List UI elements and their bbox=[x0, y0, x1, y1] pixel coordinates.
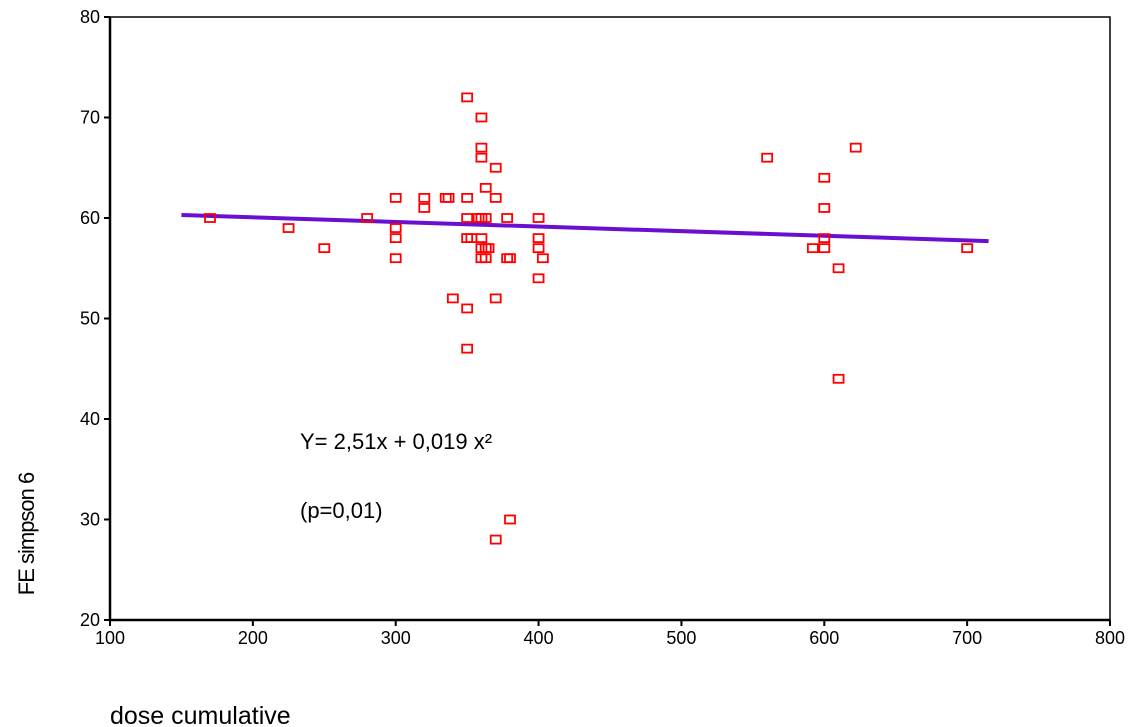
y-tick-label: 20 bbox=[80, 610, 100, 630]
plot-frame bbox=[109, 16, 1111, 621]
y-tick-label: 40 bbox=[80, 409, 100, 429]
y-tick-label: 70 bbox=[80, 108, 100, 128]
data-point bbox=[832, 373, 845, 384]
data-point bbox=[461, 213, 474, 223]
data-point bbox=[489, 192, 502, 203]
data-point bbox=[461, 343, 474, 354]
x-axis-title: dose cumulative bbox=[110, 702, 291, 727]
data-point bbox=[472, 213, 485, 223]
data-point bbox=[849, 142, 862, 153]
data-point bbox=[439, 192, 452, 203]
x-tick-label: 600 bbox=[809, 628, 839, 648]
y-axis-title: FE simpson 6 bbox=[14, 472, 39, 595]
data-point bbox=[389, 233, 402, 244]
data-point bbox=[961, 243, 974, 254]
x-axis-ticks: 100 200 300 400 500 600 700 800 bbox=[95, 620, 1125, 648]
data-point bbox=[479, 253, 492, 264]
data-point bbox=[536, 253, 549, 264]
data-point bbox=[806, 243, 819, 254]
data-point bbox=[389, 192, 402, 203]
data-point bbox=[442, 192, 455, 203]
data-point bbox=[475, 142, 488, 153]
data-point bbox=[504, 253, 516, 264]
y-tick-label: 30 bbox=[80, 510, 100, 530]
data-point bbox=[475, 233, 488, 244]
data-point bbox=[489, 293, 502, 304]
data-point bbox=[818, 203, 831, 213]
p-value-annotation: (p=0,01) bbox=[300, 498, 383, 523]
y-tick-label: 60 bbox=[80, 208, 100, 228]
x-tick-label: 100 bbox=[95, 628, 125, 648]
data-point bbox=[501, 213, 514, 223]
fit-line-group bbox=[181, 212, 989, 244]
data-point bbox=[461, 303, 474, 314]
data-point bbox=[832, 263, 845, 274]
data-point bbox=[389, 223, 402, 233]
data-point bbox=[461, 92, 474, 103]
data-point bbox=[501, 253, 514, 264]
x-tick-label: 200 bbox=[238, 628, 268, 648]
data-point bbox=[282, 223, 295, 233]
data-point bbox=[479, 182, 492, 193]
data-point bbox=[532, 213, 545, 223]
y-tick-label: 80 bbox=[80, 7, 100, 27]
data-point bbox=[482, 243, 495, 254]
equation-annotation: Y= 2,51x + 0,019 x² bbox=[300, 429, 492, 454]
x-tick-label: 800 bbox=[1095, 628, 1125, 648]
data-point bbox=[504, 514, 516, 525]
y-axis-ticks: 20 30 40 50 60 70 80 bbox=[80, 7, 110, 630]
data-point bbox=[532, 243, 545, 254]
data-point bbox=[532, 233, 545, 244]
y-tick-label: 50 bbox=[80, 309, 100, 329]
data-point bbox=[418, 192, 431, 203]
data-point bbox=[818, 243, 831, 254]
data-point bbox=[532, 273, 545, 284]
data-point bbox=[475, 112, 488, 123]
data-point bbox=[361, 213, 374, 223]
x-tick-label: 700 bbox=[952, 628, 982, 648]
data-point bbox=[818, 233, 831, 244]
data-point bbox=[461, 192, 474, 203]
x-tick-label: 400 bbox=[524, 628, 554, 648]
data-point bbox=[318, 243, 331, 254]
data-point bbox=[818, 172, 831, 183]
data-point bbox=[418, 203, 431, 213]
data-point bbox=[475, 152, 488, 163]
data-point bbox=[489, 534, 502, 545]
data-point bbox=[489, 162, 502, 173]
regression-line bbox=[181, 212, 989, 244]
data-point bbox=[204, 213, 216, 223]
data-point bbox=[761, 152, 774, 163]
data-points bbox=[204, 92, 974, 545]
data-point bbox=[479, 213, 492, 223]
x-tick-label: 500 bbox=[666, 628, 696, 648]
x-tick-label: 300 bbox=[381, 628, 411, 648]
data-point bbox=[389, 253, 402, 264]
data-point bbox=[446, 293, 459, 304]
